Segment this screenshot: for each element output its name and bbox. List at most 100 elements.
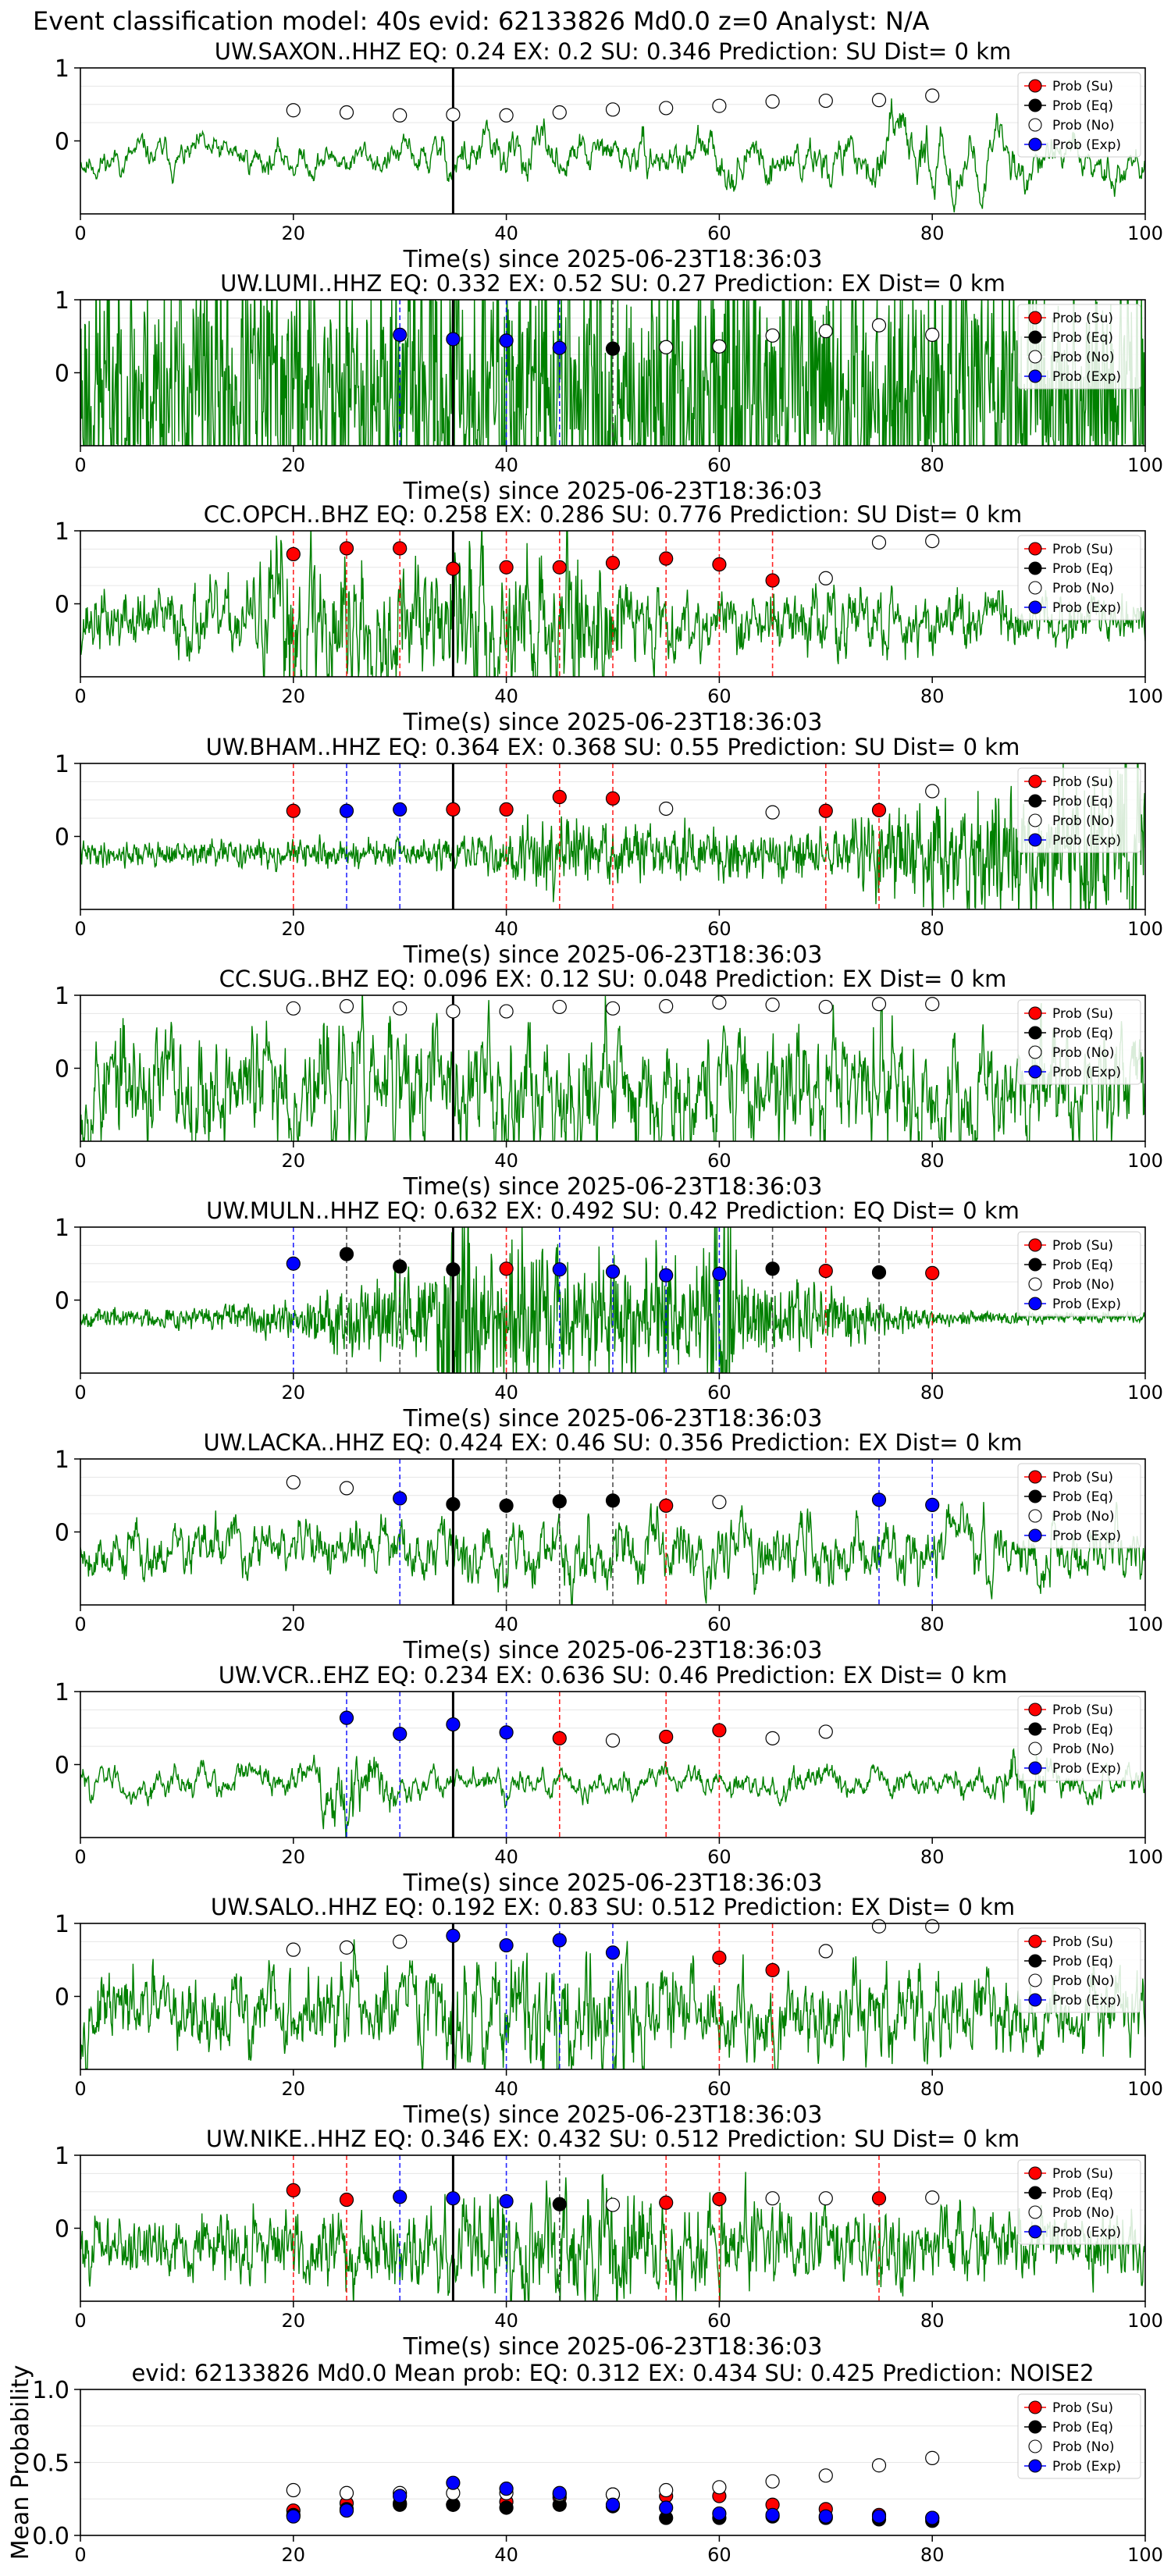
- prob-point-su: [286, 803, 301, 818]
- x-tick-label: 60: [707, 1614, 731, 1635]
- prob-point-eq: [393, 1259, 408, 1274]
- prob-point-eq: [446, 1496, 461, 1512]
- legend-marker-su: [1028, 2166, 1042, 2180]
- x-tick-label: 20: [282, 685, 306, 707]
- legend-marker-eq: [1028, 1258, 1042, 1272]
- prob-point-exp: [446, 1928, 461, 1943]
- legend-label: Prob (Eq): [1052, 1722, 1113, 1738]
- legend-label: Prob (Exp): [1052, 600, 1121, 616]
- waveform-trace: [80, 995, 1145, 1141]
- prob-point-no: [765, 805, 780, 820]
- y-tick-label: 0: [55, 1984, 69, 2012]
- legend-marker-no: [1028, 2439, 1042, 2453]
- prob-point-su: [712, 1950, 727, 1966]
- legend-label: Prob (Eq): [1052, 1954, 1113, 1969]
- prob-point-no: [712, 98, 727, 113]
- legend-box: [1017, 1231, 1141, 1317]
- prob-point-no: [605, 1733, 621, 1748]
- prob-point-su: [659, 551, 674, 566]
- prob-point-no: [552, 105, 567, 120]
- prob-point-no: [605, 102, 621, 117]
- axes-frame: [80, 67, 1146, 215]
- mean-prob-point-exp: [552, 2485, 567, 2500]
- legend-marker-eq: [1028, 98, 1042, 112]
- legend-label: Prob (Su): [1052, 542, 1113, 557]
- legend-label: Prob (Exp): [1052, 833, 1121, 849]
- panel-title: UW.BHAM..HHZ EQ: 0.364 EX: 0.368 SU: 0.5…: [206, 734, 1020, 760]
- legend-label: Prob (Su): [1052, 1470, 1113, 1485]
- prob-point-no: [659, 340, 674, 354]
- prob-point-su: [339, 541, 354, 556]
- legend-label: Prob (Exp): [1052, 1297, 1121, 1312]
- legend-label: Prob (Eq): [1052, 561, 1113, 577]
- y-tick-label: 0.0: [32, 2523, 69, 2550]
- prob-point-eq: [605, 1493, 621, 1508]
- prob-point-no: [871, 997, 887, 1012]
- legend-label: Prob (Eq): [1052, 2420, 1113, 2435]
- prob-point-su: [712, 2192, 727, 2207]
- prob-point-no: [712, 995, 727, 1010]
- prob-point-no: [871, 535, 887, 550]
- x-tick-label: 80: [920, 918, 945, 940]
- legend-marker-no: [1028, 813, 1042, 827]
- x-axis-label: Time(s) since 2025-06-23T18:36:03: [403, 1637, 823, 1664]
- prob-point-eq: [446, 1262, 461, 1277]
- prob-point-su: [286, 2183, 301, 2197]
- prob-point-su: [659, 2195, 674, 2210]
- x-tick-label: 100: [1127, 2078, 1163, 2100]
- x-axis-label: Time(s) since 2025-06-23T18:36:03: [403, 1173, 823, 1201]
- legend-marker-exp: [1028, 2225, 1042, 2239]
- mean-prob-point-no: [712, 2480, 727, 2495]
- prob-point-su: [659, 1498, 674, 1513]
- prob-point-no: [339, 1940, 354, 1955]
- prob-point-no: [499, 1004, 514, 1019]
- axes-frame: [80, 1691, 1146, 1838]
- prob-point-su: [605, 556, 621, 571]
- x-axis-label: Time(s) since 2025-06-23T18:36:03: [403, 478, 823, 505]
- prob-point-no: [925, 784, 940, 799]
- mean-prob-point-no: [871, 2458, 887, 2473]
- legend-label: Prob (No): [1052, 118, 1115, 133]
- x-tick-label: 40: [494, 1614, 518, 1635]
- x-tick-label: 0: [74, 2310, 86, 2332]
- x-tick-label: 20: [282, 2310, 306, 2332]
- prob-point-exp: [499, 2194, 514, 2209]
- prob-point-eq: [552, 2197, 567, 2211]
- x-tick-label: 20: [282, 918, 306, 940]
- x-tick-label: 40: [494, 1382, 518, 1404]
- y-tick-label: 1: [55, 1215, 69, 1242]
- prob-point-exp: [499, 1725, 514, 1740]
- prob-point-no: [286, 103, 301, 118]
- prob-point-exp: [552, 340, 567, 355]
- panel-4: UW.BHAM..HHZ EQ: 0.364 EX: 0.368 SU: 0.5…: [55, 734, 1163, 969]
- prob-point-no: [393, 108, 408, 123]
- mean-prob-point-exp: [712, 2506, 727, 2521]
- prob-point-exp: [446, 1717, 461, 1732]
- legend-marker-no: [1028, 1277, 1042, 1291]
- prob-point-no: [286, 1475, 301, 1490]
- prob-point-no: [446, 1004, 461, 1019]
- panel-7: UW.LACKA..HHZ EQ: 0.424 EX: 0.46 SU: 0.3…: [55, 1429, 1163, 1664]
- prob-point-no: [393, 1001, 408, 1016]
- prob-point-no: [818, 2191, 833, 2206]
- prob-point-su: [659, 1729, 674, 1745]
- legend-marker-eq: [1028, 2420, 1042, 2434]
- x-tick-label: 40: [494, 685, 518, 707]
- prob-point-no: [659, 998, 674, 1014]
- axes-frame: [80, 2154, 1146, 2302]
- prob-point-su: [552, 1731, 567, 1745]
- x-tick-label: 80: [920, 1382, 945, 1404]
- legend-label: Prob (No): [1052, 1509, 1115, 1525]
- legend-label: Prob (No): [1052, 2205, 1115, 2221]
- x-tick-label: 20: [282, 1846, 306, 1868]
- y-tick-label: 0: [55, 361, 69, 388]
- waveform-trace: [80, 98, 1145, 213]
- x-tick-label: 40: [494, 2310, 518, 2332]
- legend-label: Prob (No): [1052, 1277, 1115, 1293]
- prob-point-su: [605, 791, 621, 806]
- legend-marker-exp: [1028, 1065, 1042, 1079]
- legend-marker-su: [1028, 1238, 1042, 1252]
- prob-point-su: [446, 561, 461, 576]
- mean-prob-point-exp: [765, 2507, 780, 2522]
- legend-box: [1017, 1927, 1141, 2013]
